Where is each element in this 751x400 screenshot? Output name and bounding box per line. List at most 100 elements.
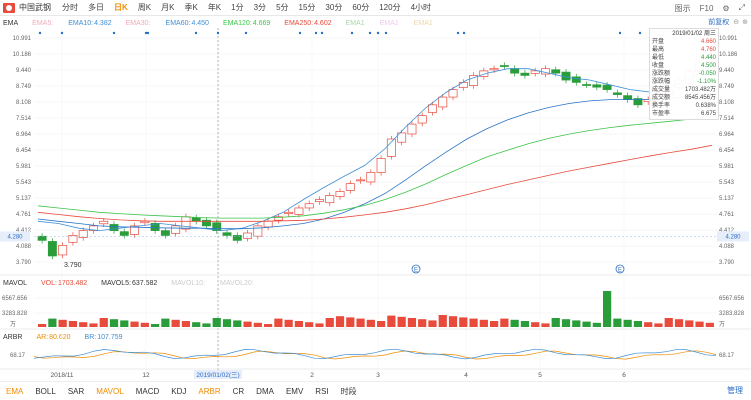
legend-toggle-button[interactable]: 图示	[674, 3, 691, 13]
arbr-tick-right: 68.17	[719, 353, 735, 359]
indicator-tab[interactable]: KDJ	[171, 386, 187, 396]
candle-body	[37, 235, 47, 241]
x-axis-label: 6	[622, 372, 626, 379]
candle-body	[376, 158, 386, 173]
period-tab[interactable]: 4小时	[410, 3, 432, 12]
info-value: 0.638%	[695, 103, 716, 109]
indicator-tab[interactable]: MACD	[135, 386, 160, 396]
signal-dot	[368, 31, 372, 35]
period-tab[interactable]: 季K	[184, 3, 198, 12]
ema-legend-item: EMA1	[414, 20, 434, 27]
arbr-legend-label: BR:	[84, 333, 97, 341]
period-tab[interactable]: 周K	[137, 3, 152, 12]
volume-bar	[68, 321, 78, 327]
mavol-legend: MAVOL VOL:1703.482 MAVOL5:637.582 MAVOL10:…	[0, 277, 751, 289]
candle-body	[335, 191, 345, 197]
candle-body	[520, 72, 530, 76]
ema-legend: EMA EMA5: EMA10:4.382 EMA30: EMA60:4.450 EMA…	[0, 17, 751, 29]
candle-body	[99, 220, 109, 225]
y-tick-label-left: 5.137	[16, 196, 32, 202]
stock-name[interactable]: 中国武钢	[19, 3, 51, 12]
volume-bar	[130, 321, 139, 327]
x-axis-label: 2018/11	[50, 372, 73, 379]
adjust-selector: 前复权 ⊖ ⊕	[708, 17, 748, 27]
x-axis-label: 2	[310, 372, 314, 379]
info-key: 成交额	[652, 95, 671, 101]
fullscreen-icon[interactable]: ⤢	[738, 3, 745, 12]
indicator-tab[interactable]: RSI	[315, 386, 329, 396]
zoom-out-icon[interactable]: ⊖	[733, 19, 740, 26]
y-tick-label-left: 8.749	[16, 84, 32, 90]
candle-body	[140, 220, 150, 224]
indicator-tab[interactable]: EMA	[6, 386, 24, 396]
candle-body	[479, 70, 489, 77]
candle-body	[530, 70, 540, 74]
signal-dot	[314, 31, 318, 35]
info-row: 开盘 4.660	[652, 38, 716, 46]
period-tabs: 分时 多日 日K 周K 月K 季K 年K 1分 3分 5分 15分 30分 60分 120分 4小时	[57, 2, 436, 13]
period-tab[interactable]: 月K	[161, 3, 175, 12]
candle-body	[284, 211, 294, 214]
indicator-tab[interactable]: SAR	[67, 386, 85, 396]
ema-legend-label: EMA10:	[68, 19, 94, 27]
price-tag-left-bg	[0, 231, 30, 242]
info-value: -1.10%	[696, 79, 716, 85]
candle-body	[89, 225, 98, 231]
candle-body	[68, 235, 78, 243]
candle-body	[612, 92, 622, 95]
period-tab[interactable]: 日K	[114, 3, 128, 12]
info-date: 2019/01/02 周三	[672, 31, 716, 37]
indicator-tab[interactable]: MAVOL	[96, 386, 124, 396]
y-tick-label-left: 4.412	[16, 228, 32, 234]
indicator-tab[interactable]: ARBR	[198, 386, 221, 396]
zoom-in-icon[interactable]: ⊕	[742, 19, 748, 26]
period-tab[interactable]: 年K	[207, 3, 222, 12]
vol-tick-right: 3283.828	[719, 311, 745, 317]
volume-bar	[438, 315, 447, 327]
volume-bar	[284, 319, 293, 327]
volume-bar	[448, 316, 458, 327]
ema-legend-value: 4.602	[314, 19, 332, 27]
period-tab[interactable]: 多日	[88, 3, 104, 12]
y-tick-label-right: 5.543	[719, 180, 735, 186]
volume-bar	[561, 319, 571, 327]
x-axis-label: 3	[376, 372, 380, 379]
volume-bar	[161, 318, 170, 327]
y-tick-label-left: 7.514	[16, 116, 32, 122]
ema-line	[37, 115, 713, 219]
vol-unit-left: 万	[10, 321, 16, 328]
indicator-tabs: EMA BOLL SAR MAVOL MACD KDJ ARBR CR DMA EMV RSI 时段	[0, 381, 751, 400]
y-tick-label-right: 5.137	[719, 196, 735, 202]
period-tab[interactable]: 5分	[276, 3, 289, 12]
period-tab[interactable]: 30分	[325, 3, 343, 12]
period-tab[interactable]: 60分	[352, 3, 370, 12]
period-tab[interactable]: 15分	[298, 3, 316, 12]
period-tab[interactable]: 1分	[231, 3, 244, 12]
indicator-tab[interactable]: BOLL	[35, 386, 56, 396]
x-axis-label: 5	[538, 372, 542, 379]
volume-bar	[479, 319, 488, 327]
period-tab[interactable]: 分时	[62, 3, 78, 12]
candle-body	[458, 82, 468, 88]
vol-panel-name[interactable]: MAVOL	[3, 279, 27, 287]
y-tick-label-left: 9.440	[16, 68, 32, 74]
indicator-tab[interactable]: 时段	[340, 386, 357, 396]
main-panel-name[interactable]: EMA	[3, 19, 19, 27]
settings-icon[interactable]: ⚙	[722, 3, 730, 13]
indicator-tab[interactable]: EMV	[285, 386, 304, 396]
adjust-mode-button[interactable]: 前复权	[708, 19, 730, 26]
manage-button[interactable]: 管理	[727, 386, 743, 395]
indicator-tab[interactable]: CR	[232, 386, 245, 396]
arbr-legend-value: 107.759	[97, 333, 123, 341]
info-key: 换手率	[652, 103, 671, 109]
info-value: 4.660	[700, 39, 716, 45]
f10-button[interactable]: F10	[699, 3, 714, 13]
period-tab[interactable]: 3分	[253, 3, 267, 12]
y-tick-label-left: 6.454	[16, 148, 32, 154]
indicator-tab[interactable]: DMA	[256, 386, 274, 396]
mavol-legend-item: MAVOL10:	[171, 280, 206, 287]
period-tab[interactable]: 120分	[379, 3, 401, 12]
arbr-panel-name[interactable]: ARBR	[3, 333, 23, 341]
y-tick-label-right: 5.981	[719, 164, 735, 170]
